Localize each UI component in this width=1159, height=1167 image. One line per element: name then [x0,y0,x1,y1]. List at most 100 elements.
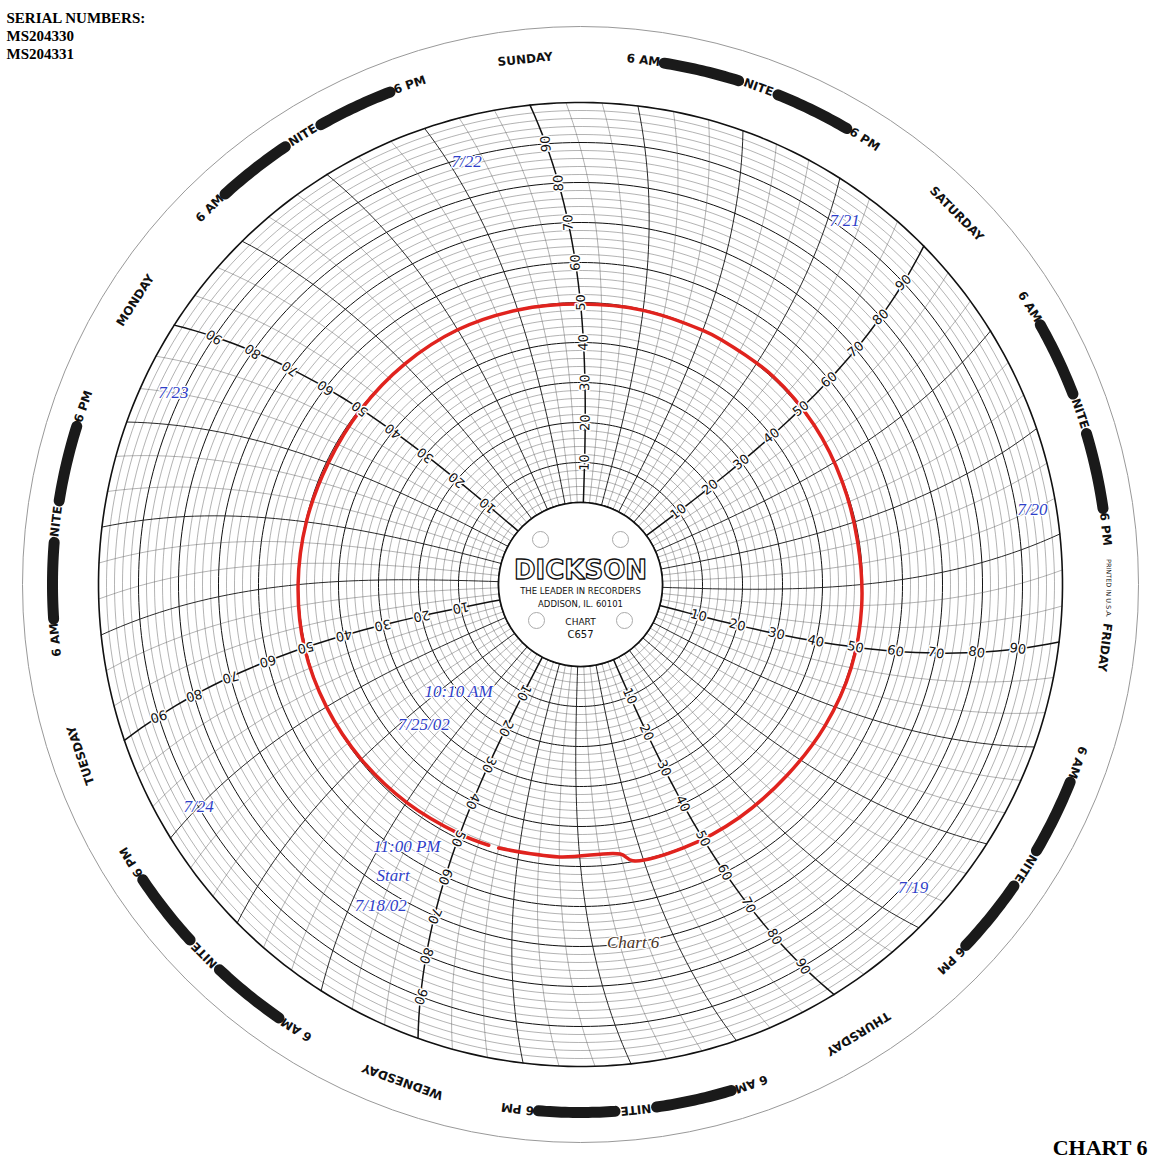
svg-text:6 PM: 6 PM [847,124,883,154]
svg-text:10: 10 [451,599,470,617]
svg-text:50: 50 [296,638,315,656]
svg-text:7/20: 7/20 [1017,500,1048,519]
svg-text:70: 70 [844,338,866,360]
svg-text:10: 10 [476,494,498,516]
svg-text:20: 20 [699,476,721,498]
svg-text:7/21: 7/21 [829,211,859,230]
svg-text:50: 50 [846,638,865,656]
svg-text:30: 30 [767,624,787,643]
svg-text:30: 30 [373,616,392,634]
svg-text:10:10 AM: 10:10 AM [425,682,494,701]
svg-text:6 AM: 6 AM [626,51,661,69]
svg-text:WEDNESDAY: WEDNESDAY [360,1061,445,1103]
svg-text:40: 40 [334,627,353,645]
svg-text:60: 60 [886,642,905,660]
svg-text:30: 30 [479,754,500,776]
svg-text:NITE: NITE [1011,852,1039,886]
svg-text:FRIDAY: FRIDAY [1095,622,1115,672]
svg-text:10: 10 [620,685,640,706]
svg-text:40: 40 [806,632,826,650]
svg-text:10: 10 [514,682,535,704]
svg-text:50: 50 [573,294,588,311]
svg-text:7/22: 7/22 [452,152,483,171]
svg-text:7/19: 7/19 [898,878,929,897]
svg-text:80: 80 [869,306,891,328]
svg-text:6 PM: 6 PM [500,1100,535,1118]
svg-text:80: 80 [184,686,204,705]
svg-text:7/23: 7/23 [158,383,188,402]
svg-text:10: 10 [576,454,592,471]
svg-text:Chart 6: Chart 6 [607,933,660,952]
svg-text:DICKSON: DICKSON [514,555,647,585]
svg-text:SATURDAY: SATURDAY [927,184,987,245]
svg-text:6 PM: 6 PM [71,388,95,424]
svg-text:40: 40 [382,421,404,443]
svg-text:80: 80 [242,341,264,363]
svg-text:THURSDAY: THURSDAY [823,1009,892,1059]
svg-text:THE LEADER IN RECORDERS: THE LEADER IN RECORDERS [519,586,641,596]
svg-text:6 PM: 6 PM [1097,512,1114,547]
svg-text:20: 20 [728,615,748,634]
svg-text:6 PM: 6 PM [934,944,968,977]
svg-text:NITE: NITE [47,505,65,537]
svg-text:MS204330: MS204330 [7,28,75,44]
svg-text:70: 70 [425,905,445,926]
svg-text:C657: C657 [567,629,593,640]
svg-text:70: 70 [279,358,301,380]
svg-text:80: 80 [416,945,436,966]
svg-text:60: 60 [715,861,736,883]
svg-text:60: 60 [258,652,278,671]
svg-text:90: 90 [411,986,431,1007]
svg-text:6 AM: 6 AM [733,1072,769,1096]
svg-text:70: 70 [738,894,759,916]
svg-text:NITE: NITE [742,75,776,99]
svg-text:50: 50 [693,828,714,849]
svg-text:50: 50 [349,398,371,420]
svg-text:NITE: NITE [1069,397,1092,431]
svg-text:6 AM: 6 AM [1015,289,1045,325]
svg-text:7/18/02: 7/18/02 [355,896,407,915]
svg-text:80: 80 [764,926,785,948]
svg-text:90: 90 [149,707,169,726]
svg-text:SUNDAY: SUNDAY [497,49,554,69]
svg-text:PRINTED IN U.S.A.: PRINTED IN U.S.A. [1104,559,1112,618]
svg-text:60: 60 [314,377,336,399]
svg-text:20: 20 [496,718,517,740]
svg-text:60: 60 [568,254,583,271]
svg-text:ADDISON, IL. 60101: ADDISON, IL. 60101 [538,599,623,609]
svg-text:10: 10 [689,606,709,625]
svg-text:6 PM: 6 PM [392,73,428,97]
svg-text:6 AM: 6 AM [193,192,227,226]
svg-text:7/25/02: 7/25/02 [398,715,450,734]
svg-text:MONDAY: MONDAY [114,271,158,329]
svg-text:90: 90 [892,271,914,293]
svg-text:90: 90 [203,326,225,348]
svg-text:NITE: NITE [620,1101,652,1118]
svg-text:70: 70 [560,214,576,231]
svg-text:40: 40 [673,793,694,814]
svg-text:11:00 PM: 11:00 PM [373,837,441,856]
svg-text:20: 20 [577,414,592,431]
svg-text:60: 60 [435,866,456,887]
svg-text:20: 20 [412,607,431,625]
svg-text:90: 90 [1009,640,1028,657]
svg-text:60: 60 [818,369,840,391]
svg-text:6 AM: 6 AM [47,622,64,657]
svg-text:MS204331: MS204331 [7,46,75,62]
svg-text:70: 70 [926,644,945,662]
svg-text:40: 40 [760,425,782,447]
svg-text:NITE: NITE [189,939,221,971]
svg-text:20: 20 [445,469,467,491]
svg-text:50: 50 [448,828,469,849]
svg-text:10: 10 [667,500,689,522]
svg-text:80: 80 [967,643,986,661]
svg-text:30: 30 [577,374,592,391]
svg-text:SERIAL NUMBERS:: SERIAL NUMBERS: [7,10,146,26]
svg-text:6 PM: 6 PM [117,844,146,880]
svg-text:CHART 6: CHART 6 [1053,1135,1148,1160]
svg-text:50: 50 [790,397,812,419]
svg-text:6 AM: 6 AM [1065,744,1090,781]
svg-text:20: 20 [637,722,657,743]
svg-text:30: 30 [414,444,436,466]
svg-text:80: 80 [550,174,566,191]
